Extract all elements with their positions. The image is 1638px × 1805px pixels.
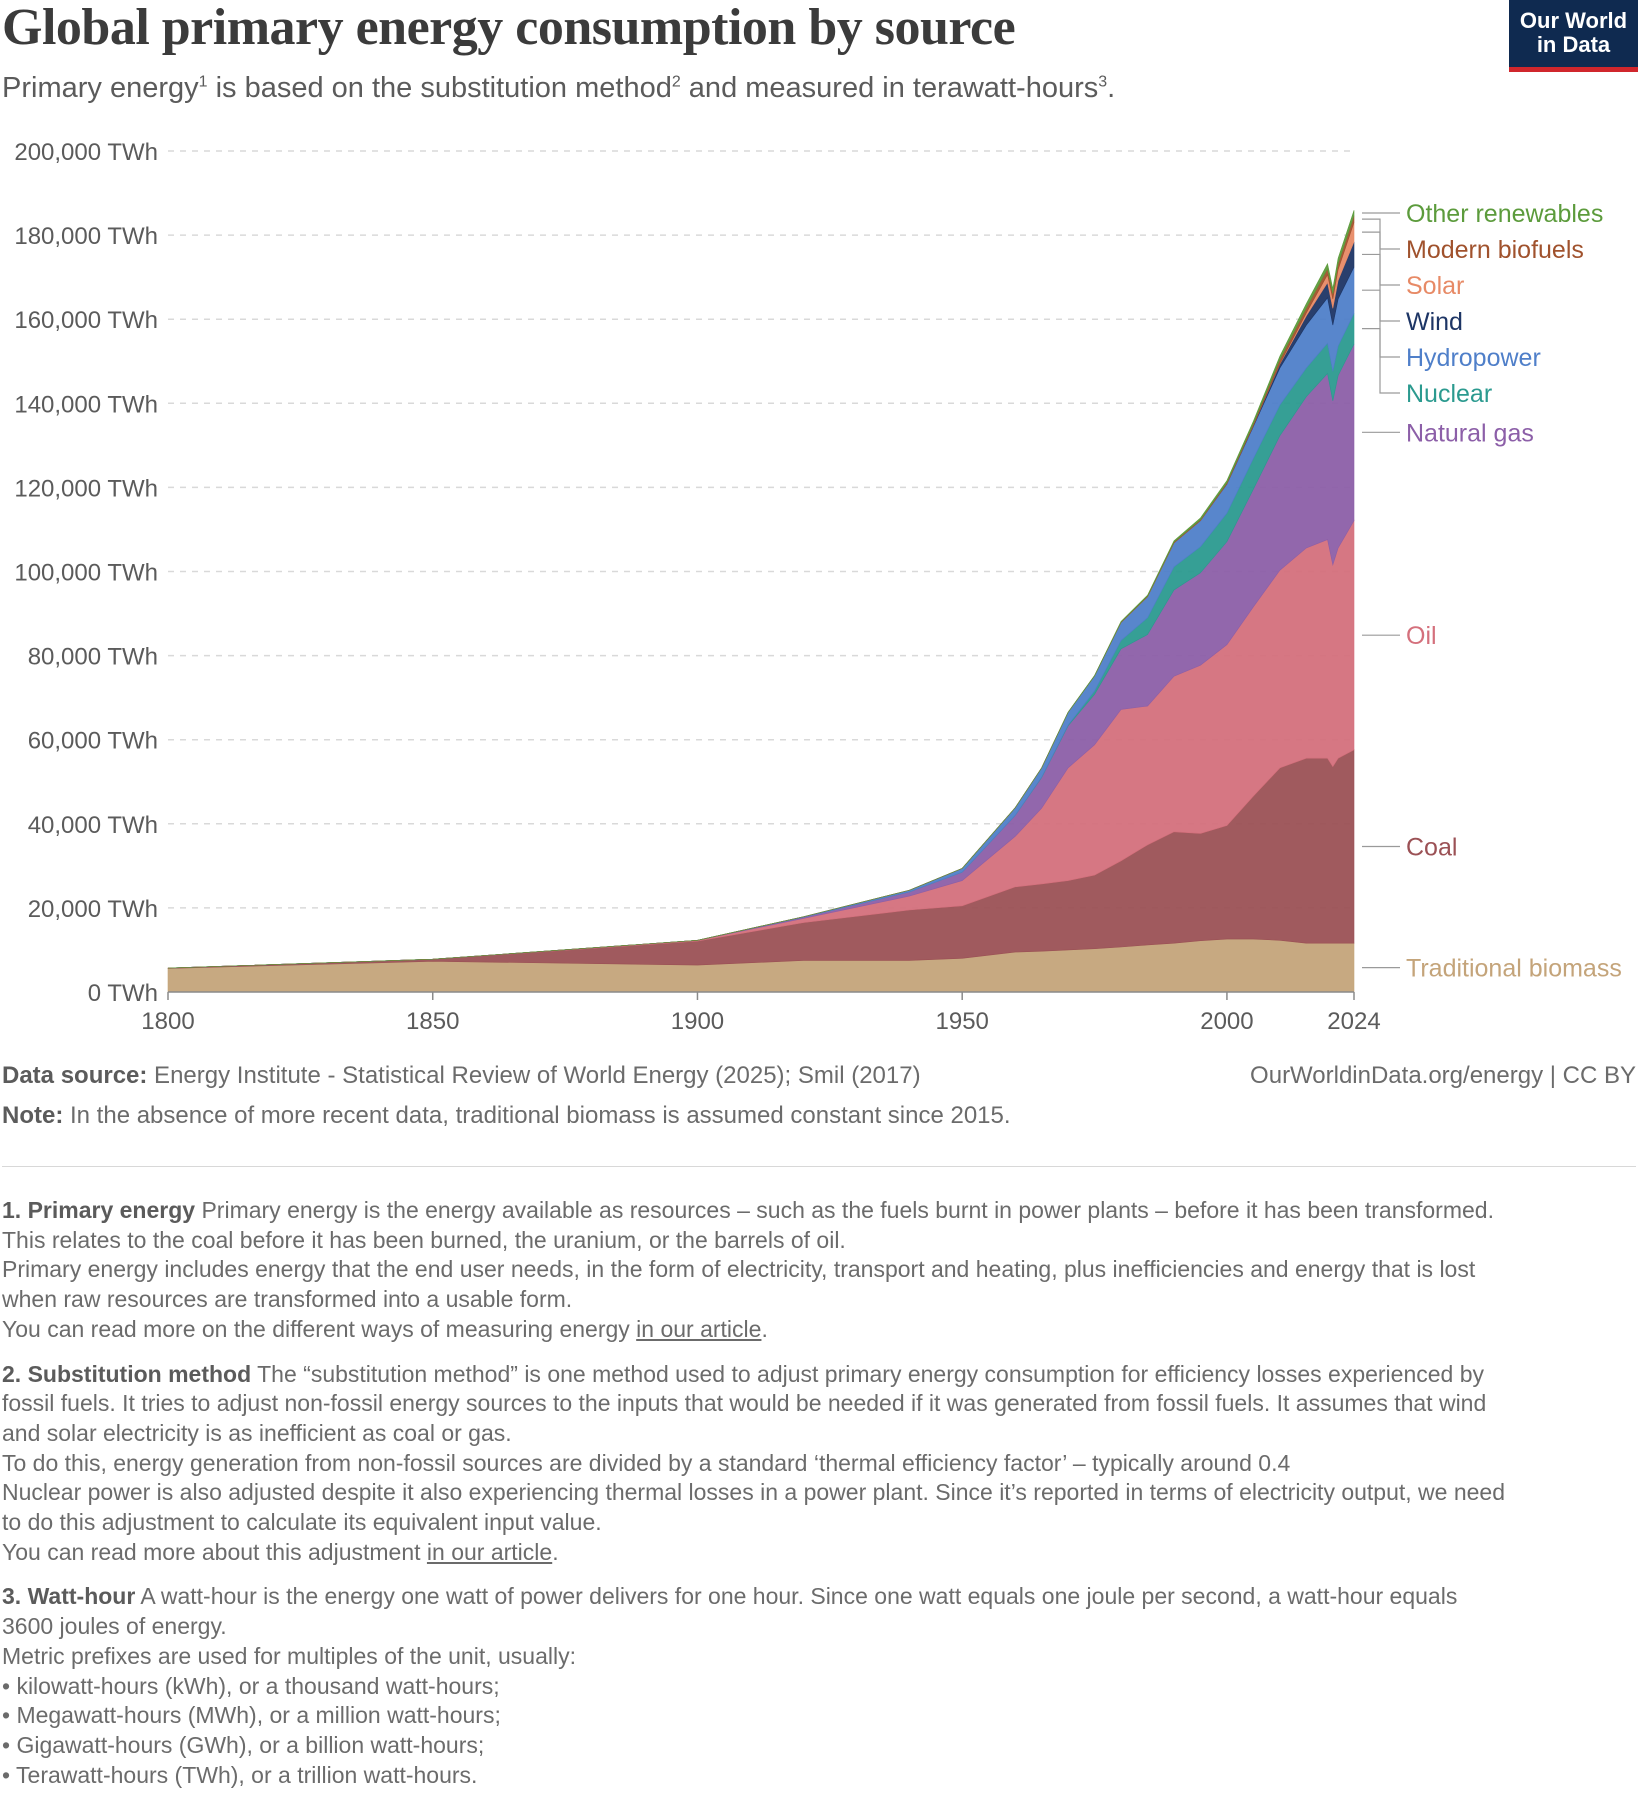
footnote-line: To do this, energy generation from non-f…	[2, 1449, 1291, 1476]
legend-connector	[1362, 218, 1400, 250]
note-label: Note:	[2, 1102, 64, 1129]
footnote-line: Metric prefixes are used for multiples o…	[2, 1642, 576, 1669]
legend-label-hydropower: Hydropower	[1406, 344, 1541, 372]
legend-label-traditional-biomass: Traditional biomass	[1406, 955, 1622, 983]
legend-label-coal: Coal	[1406, 834, 1457, 862]
footnote-heading: 3. Watt-hour	[2, 1583, 136, 1610]
data-source-label: Data source:	[2, 1062, 148, 1089]
owid-logo[interactable]: Our World in Data	[1509, 0, 1638, 72]
legend-connector	[1362, 231, 1400, 286]
legend-connector	[1362, 289, 1400, 358]
chart-title: Global primary energy consumption by sou…	[2, 0, 1016, 56]
y-tick-label: 180,000 TWh	[14, 223, 158, 250]
footnote-line: to do this adjustment to calculate its e…	[2, 1509, 602, 1536]
y-tick-label: 100,000 TWh	[14, 560, 158, 587]
footnote-line: 1. Primary energy Primary energy is the …	[2, 1196, 1636, 1226]
footnote-text: Primary energy is the energy available a…	[195, 1197, 1494, 1223]
footnote-bullet: • kilowatt-hours (kWh), or a thousand wa…	[2, 1672, 500, 1699]
legend-connector	[1362, 328, 1400, 394]
footnote-line: Primary energy includes energy that the …	[2, 1256, 1476, 1283]
footnote-primary-energy: 1. Primary energy Primary energy is the …	[2, 1196, 1636, 1345]
x-tick-label: 2024	[1327, 1008, 1380, 1030]
article-link[interactable]: in our article	[426, 1538, 553, 1565]
y-tick-label: 80,000 TWh	[28, 644, 158, 671]
footnote-text: A watt-hour is the energy one watt of po…	[135, 1583, 1458, 1610]
subtitle-text: Primary energy	[2, 72, 199, 104]
footnote-watt-hour: 3. Watt-hour A watt-hour is the energy o…	[2, 1582, 1636, 1790]
footnote-line: You can read more on the different ways …	[2, 1315, 1636, 1345]
subtitle-text: is based on the substitution method	[207, 72, 672, 104]
logo-line: Our World	[1519, 8, 1628, 33]
legend-label-solar: Solar	[1406, 272, 1464, 300]
data-source: Data source: Energy Institute - Statisti…	[2, 1062, 921, 1090]
data-source-text: Energy Institute - Statistical Review of…	[147, 1062, 921, 1089]
divider	[2, 1166, 1636, 1167]
footnote-bullet: • Megawatt-hours (MWh), or a million wat…	[2, 1702, 501, 1729]
footnotes: 1. Primary energy Primary energy is the …	[2, 1196, 1636, 1805]
credit-link[interactable]: OurWorldinData.org/energy | CC BY	[1250, 1062, 1636, 1089]
footnote-ref-1[interactable]: 1	[198, 73, 208, 91]
legend-label-other-renewables: Other renewables	[1406, 200, 1603, 228]
y-tick-label: 20,000 TWh	[28, 896, 158, 923]
x-tick-label: 1950	[936, 1008, 989, 1030]
footnote-substitution-method: 2. Substitution method The “substitution…	[2, 1360, 1636, 1568]
note-text: In the absence of more recent data, trad…	[63, 1102, 1011, 1129]
y-tick-label: 160,000 TWh	[14, 307, 158, 334]
footnote-text: .	[552, 1538, 559, 1565]
footnote-text: You can read more on the different ways …	[2, 1315, 637, 1342]
legend-connector	[1362, 253, 1400, 322]
footnote-text: .	[761, 1315, 768, 1342]
footnote-bullet: • Terawatt-hours (TWh), or a trillion wa…	[2, 1761, 478, 1788]
footnote-text: You can read more about this adjustment	[2, 1538, 427, 1565]
x-tick-label: 1850	[406, 1008, 459, 1030]
footnote-line: 3. Watt-hour A watt-hour is the energy o…	[2, 1582, 1636, 1612]
subtitle-text: .	[1107, 72, 1116, 104]
footnote-line: You can read more about this adjustment …	[2, 1538, 1636, 1568]
x-tick-label: 1900	[671, 1008, 724, 1030]
x-tick-label: 2000	[1200, 1008, 1253, 1030]
footnote-line: This relates to the coal before it has b…	[2, 1226, 846, 1253]
footnote-ref-3[interactable]: 3	[1098, 73, 1108, 91]
logo-line: in Data	[1536, 32, 1611, 57]
footnote-line: fossil fuels. It tries to adjust non-fos…	[2, 1390, 1487, 1417]
y-tick-label: 0 TWh	[88, 980, 158, 1007]
footnote-heading: 2. Substitution method	[2, 1360, 252, 1387]
subtitle-text: and measured in terawatt-hours	[680, 72, 1099, 104]
footnote-bullet: • Gigawatt-hours (GWh), or a billion wat…	[2, 1731, 485, 1758]
legend-label-nuclear: Nuclear	[1406, 380, 1492, 408]
y-tick-label: 60,000 TWh	[28, 728, 158, 755]
footnote-line: Nuclear power is also adjusted despite i…	[2, 1479, 1506, 1506]
article-link[interactable]: in our article	[636, 1315, 762, 1342]
legend-label-natural-gas: Natural gas	[1406, 419, 1534, 447]
y-tick-label: 40,000 TWh	[28, 812, 158, 839]
chart-subtitle: Primary energy1 is based on the substitu…	[2, 72, 1115, 105]
x-tick-label: 1800	[141, 1008, 194, 1030]
footnote-text: The “substitution method” is one method …	[251, 1360, 1485, 1387]
footnote-ref-2[interactable]: 2	[671, 73, 681, 91]
stacked-area-chart: 0 TWh 20,000 TWh 40,000 TWh 60,000 TWh 80,00…	[14, 139, 1622, 1030]
footnote-line: 3600 joules of energy.	[2, 1613, 227, 1640]
area-other-renewables	[167, 210, 1355, 969]
footnote-heading: 1. Primary energy	[2, 1197, 196, 1223]
legend-label-wind: Wind	[1406, 308, 1463, 336]
footnote-line: 2. Substitution method The “substitution…	[2, 1360, 1636, 1390]
y-tick-label: 120,000 TWh	[14, 475, 158, 502]
y-tick-label: 140,000 TWh	[14, 391, 158, 418]
y-tick-label: 200,000 TWh	[14, 139, 158, 166]
chart-note: Note: In the absence of more recent data…	[2, 1102, 1011, 1130]
footnote-line: and solar electricity is as inefficient …	[2, 1419, 512, 1446]
legend-label-oil: Oil	[1406, 622, 1437, 650]
legend-label-modern-biofuels: Modern biofuels	[1406, 236, 1584, 264]
footnote-line: when raw resources are transformed into …	[2, 1286, 573, 1313]
